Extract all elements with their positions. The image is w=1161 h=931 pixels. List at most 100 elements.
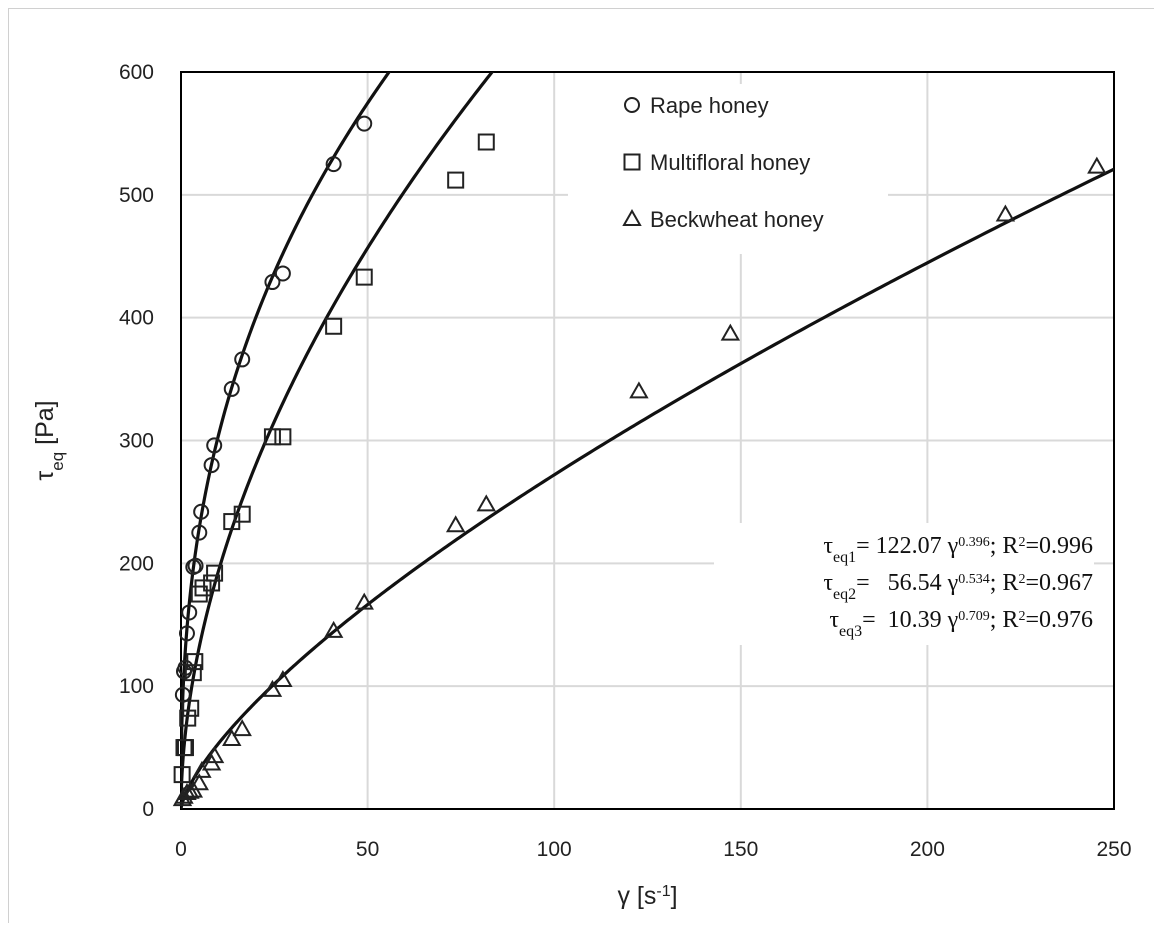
triangle-data-point [720, 323, 741, 341]
square-data-point [203, 574, 221, 592]
circle-data-point [274, 265, 291, 282]
circle-data-point [181, 604, 198, 621]
triangle-data-point [476, 494, 497, 512]
x-tick-labels: 0 50 100 150 200 250 [175, 838, 1131, 861]
triangle-data-point [232, 719, 252, 737]
x-axis-label: γ [s-1] [617, 882, 677, 910]
circle-data-point [206, 437, 223, 454]
fit-equation-part: γ [942, 570, 959, 596]
triangle-data-point [262, 679, 283, 697]
fit-equation: τeq1= 122.07 γ0.396; R2=0.996 [823, 533, 1093, 566]
circle-data-point [264, 274, 281, 291]
y-tick-label: 200 [119, 552, 154, 575]
fit-curves [181, 72, 1114, 809]
fit-equation-part: =0.996 [1025, 533, 1093, 559]
fit-curve [181, 72, 495, 809]
fit-equation-part: ; R [990, 607, 1019, 633]
y-tick-label: 0 [142, 798, 154, 821]
circle-data-point [193, 503, 210, 520]
fit-equation-part: τ [823, 533, 833, 559]
triangle-data-point [204, 746, 225, 764]
circle-data-point [234, 351, 251, 368]
x-tick-label: 250 [1096, 838, 1131, 861]
y-axis-label-end: [Pa] [31, 400, 59, 451]
fit-curve [181, 167, 1114, 809]
circle-data-point [187, 557, 204, 574]
x-tick-label: 200 [910, 838, 945, 861]
triangle-data-point [995, 204, 1016, 222]
x-axis-label-end: ] [671, 882, 678, 910]
legend-label: Beckwheat honey [650, 207, 824, 232]
fit-equation-part: eq3 [839, 623, 862, 640]
fit-equation-part: 0.396 [958, 535, 990, 550]
circle-data-point [178, 625, 195, 642]
legend: Rape honey Multifloral honey Beckwheat hon… [568, 84, 888, 254]
fit-equation-part: 2 [1018, 572, 1025, 587]
triangle-data-point [189, 773, 210, 791]
square-data-point [194, 579, 212, 597]
y-tick-label: 300 [119, 430, 154, 453]
equation-box-background [714, 523, 1094, 645]
square-data-point [186, 653, 204, 671]
triangle-data-point [180, 781, 200, 799]
fit-equation-part: 2 [1018, 535, 1025, 550]
fit-equation-part: =0.967 [1025, 570, 1093, 596]
square-data-point [190, 585, 208, 603]
square-data-point [274, 428, 292, 446]
y-tick-label: 500 [119, 184, 154, 207]
triangle-data-point [629, 381, 649, 399]
data-markers [172, 115, 1107, 807]
circle-data-point [191, 524, 208, 541]
fit-curve [181, 72, 392, 806]
fit-equation-part: 0.534 [958, 572, 990, 587]
fit-equation-part: γ [942, 533, 959, 559]
y-axis-label: τeq [Pa] [31, 400, 67, 480]
circle-data-point [203, 457, 220, 474]
fit-equation-part: = 10.39 [862, 607, 942, 633]
x-tick-label: 150 [723, 838, 758, 861]
square-data-point [182, 699, 200, 717]
triangle-data-point [354, 592, 374, 610]
fit-equation-part: τ [823, 570, 833, 596]
square-data-point [263, 428, 281, 446]
legend-triangle-marker [622, 208, 642, 226]
circle-data-point [223, 380, 240, 397]
triangle-data-point [1087, 156, 1107, 174]
plot-area-border [180, 71, 1115, 810]
x-axis-label-sup: -1 [656, 883, 670, 900]
triangle-data-point [177, 783, 197, 801]
square-data-point [325, 317, 343, 335]
legend-circle-marker [624, 97, 640, 113]
fit-equation-part: 0.709 [958, 609, 990, 624]
square-data-point [447, 171, 465, 189]
x-axis-label-main: γ [s [617, 882, 656, 910]
fit-equation: τeq3= 10.39 γ0.709; R2=0.976 [829, 607, 1093, 640]
fit-equation-part: ; R [990, 570, 1019, 596]
fit-equation-part: 2 [1018, 609, 1025, 624]
triangle-data-point [273, 670, 293, 688]
circle-data-point [325, 156, 342, 173]
legend-label: Rape honey [650, 93, 769, 118]
square-data-point [179, 709, 197, 727]
square-data-point [206, 564, 224, 582]
triangle-data-point [323, 620, 344, 638]
square-data-point [355, 268, 373, 286]
fit-equation-part: =0.976 [1025, 607, 1093, 633]
square-data-point [176, 739, 194, 757]
fit-equation-part: γ [942, 607, 959, 633]
x-tick-label: 50 [356, 838, 379, 861]
chart-frame [8, 8, 1154, 923]
triangle-data-point [445, 515, 466, 533]
square-data-point [233, 505, 251, 523]
y-tick-labels: 0 100 200 300 400 500 600 [119, 61, 154, 821]
fit-equation-part: = 122.07 [856, 533, 942, 559]
square-data-point [184, 664, 202, 682]
y-tick-label: 600 [119, 61, 154, 84]
fit-equation-part: ; R [990, 533, 1019, 559]
y-tick-label: 400 [119, 307, 154, 330]
fit-equation-part: eq2 [833, 586, 856, 603]
legend-label: Multifloral honey [650, 150, 810, 175]
triangle-data-point [222, 728, 242, 746]
